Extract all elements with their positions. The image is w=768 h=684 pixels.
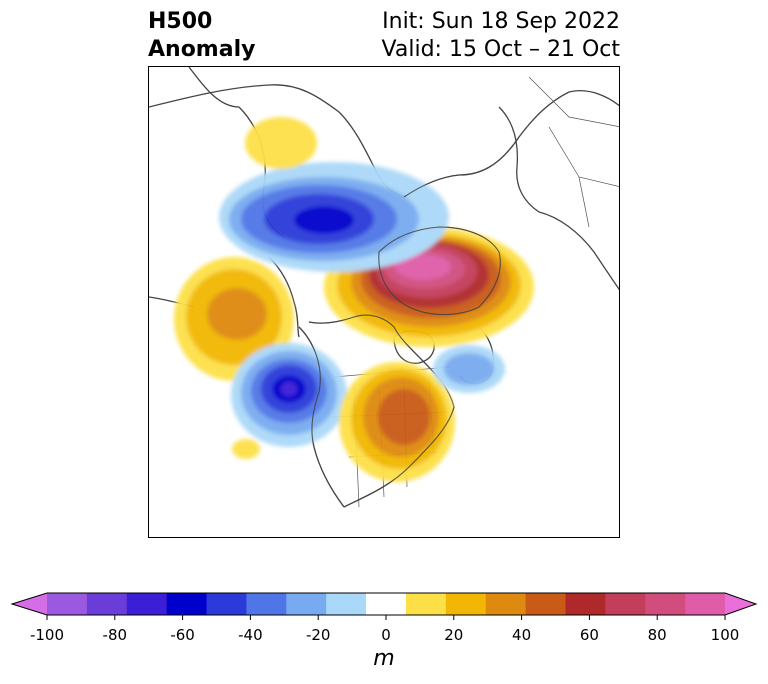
colorbar-tick-label: -60 xyxy=(170,626,195,644)
colorbar-bin xyxy=(485,593,527,615)
colorbar-bin xyxy=(206,593,247,615)
colorbar-tick-label: 20 xyxy=(444,626,464,644)
colorbar-bin xyxy=(685,593,726,615)
colorbar-bin xyxy=(166,593,208,615)
colorbar-tick-label: 60 xyxy=(579,626,599,644)
colorbar-bin xyxy=(405,593,447,615)
colorbar-tick-label: 0 xyxy=(381,626,391,644)
valid-date: Valid: 15 Oct – 21 Oct xyxy=(381,37,620,62)
colorbar-extend-max xyxy=(725,593,756,615)
colorbar-bin xyxy=(47,593,88,615)
colorbar-bin xyxy=(605,593,646,615)
colorbar-bin xyxy=(645,593,686,615)
colorbar-bin xyxy=(286,593,327,615)
colorbar-tick-label: -20 xyxy=(305,626,331,644)
colorbar-tick-label: -40 xyxy=(238,626,263,644)
colorbar-bin xyxy=(366,593,407,615)
plot-title: H500 Anomaly xyxy=(148,8,255,64)
colorbar-bin xyxy=(565,593,606,615)
map-panel xyxy=(148,66,620,538)
anomaly-map xyxy=(149,67,619,508)
colorbar-tick-label: 80 xyxy=(647,626,667,644)
colorbar-tick-label: -100 xyxy=(29,626,65,644)
colorbar-bin xyxy=(126,593,168,615)
init-date: Init: Sun 18 Sep 2022 xyxy=(382,9,620,34)
colorbar-extend-min xyxy=(12,593,47,615)
colorbar-units: m xyxy=(373,646,395,671)
colorbar-bin xyxy=(445,593,487,615)
colorbar-bin xyxy=(326,593,367,615)
colorbar-bin xyxy=(86,593,128,615)
colorbar xyxy=(10,592,758,620)
colorbar-tick-label: 100 xyxy=(710,626,740,644)
plot-dates: Init: Sun 18 Sep 2022 Valid: 15 Oct – 21… xyxy=(382,8,620,64)
coastlines-overlay xyxy=(298,136,520,508)
colorbar-tick-label: -80 xyxy=(102,626,128,644)
colorbar-bin xyxy=(525,593,566,615)
title-line-1: H500 xyxy=(148,9,213,34)
colorbar-tick-label: 40 xyxy=(512,626,532,644)
colorbar-bin xyxy=(246,593,287,615)
title-line-2: Anomaly xyxy=(148,37,256,62)
